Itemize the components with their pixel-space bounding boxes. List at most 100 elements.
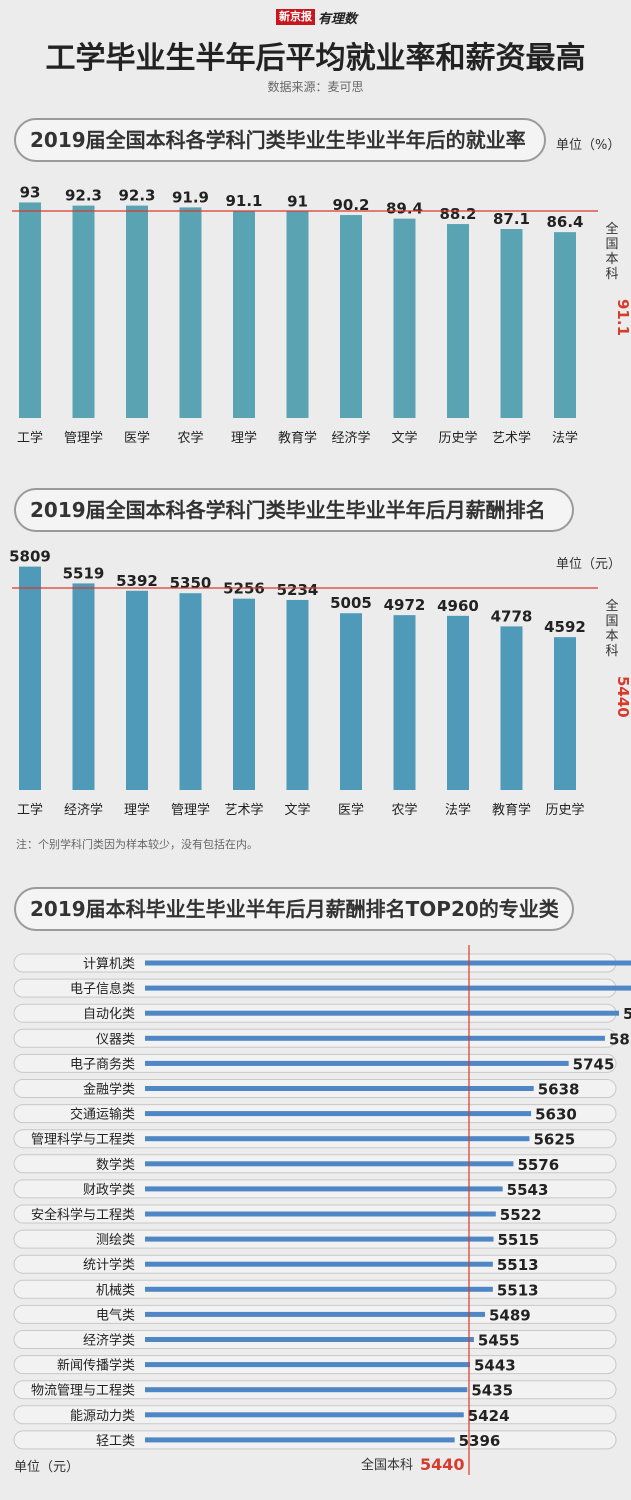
data-label: 5424 [468,1407,510,1425]
bar [126,205,148,418]
data-label: 86.4 [546,213,583,231]
data-label: 89.4 [386,200,423,218]
bar [145,1437,455,1443]
category-label: 文学 [284,802,310,818]
bar [145,1136,530,1142]
data-label: 5435 [471,1382,513,1400]
category-label: 轻工类 [96,1434,135,1449]
bar [393,615,416,790]
bar [126,590,148,790]
logo-brand: 新京报 [276,9,315,25]
category-label: 机械类 [96,1283,135,1298]
category-label: 管理学 [171,802,210,818]
reference-value: 91.1 [614,299,631,336]
data-label: 5630 [535,1106,577,1124]
category-label: 新闻传播学类 [57,1358,135,1374]
data-label: 88.2 [439,205,476,223]
category-label: 安全科学与工程类 [31,1207,135,1223]
chart1-unit: 单位（%） [556,138,621,153]
data-label: 5396 [459,1432,501,1450]
reference-label-char: 本 [605,252,618,267]
category-label: 教育学 [492,802,531,818]
category-label: 农学 [391,802,417,818]
data-label: 4592 [544,618,586,636]
data-label: 92.3 [65,187,102,205]
data-label: 5005 [330,594,372,612]
category-label: 医学 [124,430,150,446]
data-label: 5745 [573,1055,615,1073]
chart1-title: 2019届全国本科各学科门类毕业生毕业半年后的就业率 [14,118,546,162]
category-label: 交通运输类 [70,1107,135,1123]
bar [145,1111,532,1117]
category-label: 历史学 [438,430,477,446]
category-label: 电子商务类 [70,1056,135,1072]
data-label: 5234 [277,581,319,599]
bar [145,1211,496,1217]
category-label: 理学 [124,802,150,818]
data-label: 90.2 [332,196,369,214]
bar [500,626,523,790]
bar [145,1161,514,1167]
bar [447,224,469,418]
bar [145,1261,493,1267]
category-label: 工学 [17,430,43,446]
data-label: 91 [287,192,308,210]
category-label: 法学 [445,802,471,818]
bar [145,1060,569,1066]
bar [145,1311,486,1317]
category-label: 计算机类 [83,957,135,972]
data-label: 5513 [497,1256,539,1274]
data-label: 5543 [507,1181,549,1199]
category-label: 电子信息类 [70,981,135,997]
bar [286,599,309,790]
data-label: 91.1 [225,192,262,210]
salary-rank-chart: 5809 工学 5519 经济学 5392 理学 5350 管理学 5256 艺术学 5234 文学 5… [9,550,631,818]
logo: 新京报 有理数 [276,8,358,27]
data-source: 数据来源：麦可思 [267,80,364,94]
bar [554,637,576,790]
bar [286,211,309,418]
data-label: 91.9 [172,188,209,206]
category-label: 测绘类 [96,1233,135,1248]
category-label: 财政学类 [83,1182,135,1198]
logo-sub: 有理数 [318,11,358,27]
bar [393,218,416,418]
category-label: 管理学 [64,430,103,446]
category-label: 经济学类 [83,1333,135,1349]
bar [145,1186,503,1192]
data-label: 5256 [223,580,265,598]
bar [145,1086,534,1091]
reference-label-char: 全 [605,598,618,614]
data-label: 92.3 [118,187,155,205]
reference-value: 5440 [420,1455,465,1474]
category-label: 金融学类 [83,1082,135,1098]
category-label: 法学 [552,430,578,446]
reference-label-char: 本 [605,629,618,644]
employment-rate-chart: 93 工学 92.3 管理学 92.3 医学 91.9 农学 91.1 理学 91 教育学 90.2 经济… [12,183,631,446]
chart2-note: 注：个别学科门类因为样本较少，没有包括在内。 [16,838,258,851]
category-label: 文学 [391,430,417,446]
bar [179,207,202,418]
data-label: 5522 [500,1206,542,1224]
category-label: 管理科学与工程类 [31,1132,135,1148]
bar [179,593,202,790]
bar [233,211,255,418]
data-label: 5576 [517,1156,559,1174]
category-label: 经济学 [331,430,370,446]
bar [554,232,576,418]
data-label: 4778 [491,607,533,625]
bar [145,1387,468,1393]
bar [145,960,631,966]
bar [72,205,95,418]
bar [233,598,255,790]
category-label: 工学 [17,802,43,818]
category-label: 电气类 [96,1307,135,1323]
category-label: 经济学 [64,802,103,818]
category-label: 数学类 [96,1157,135,1173]
chart3-title: 2019届本科毕业生毕业半年后月薪酬排名TOP20的专业类 [14,887,574,931]
category-label: 能源动力类 [70,1409,135,1424]
bar [145,1362,470,1368]
bar [145,1286,493,1292]
data-label: 5625 [533,1131,575,1149]
chart3-unit: 单位（元） [14,1460,80,1475]
